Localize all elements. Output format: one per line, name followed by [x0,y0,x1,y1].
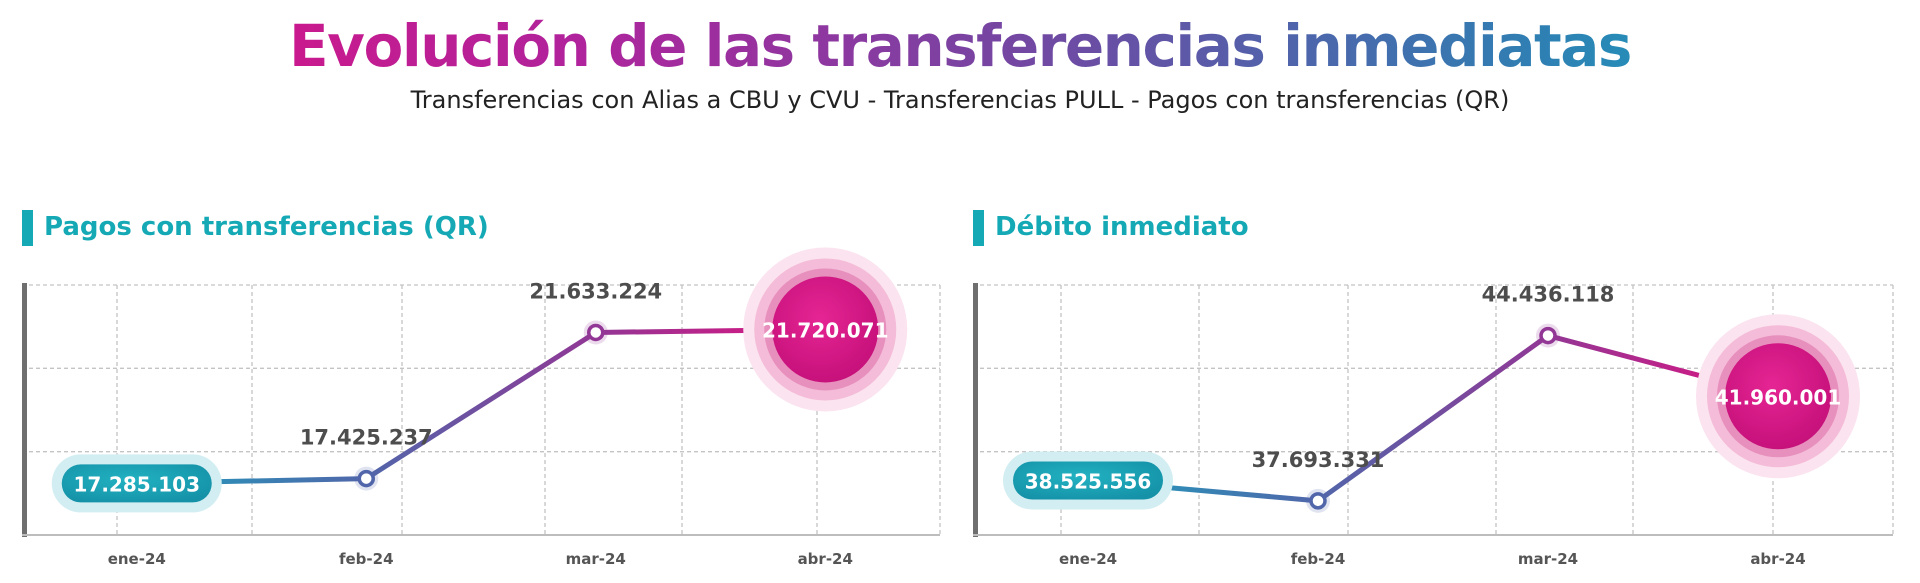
data-point [357,469,375,488]
highlight-pill-start: 17.285.103 [51,454,222,513]
data-point [1309,492,1327,510]
x-tick-label: feb-24 [1291,550,1346,568]
panel-accent-bar [22,210,33,246]
data-label: 17.425.237 [300,426,433,450]
data-point [1539,326,1557,345]
bubble-core [772,276,879,383]
y-axis-bar [973,283,978,537]
data-label: 17.285.103 [73,472,200,496]
panel-title-qr: Pagos con transferencias (QR) [44,212,489,242]
y-axis-bar [22,283,27,537]
series-line-segment [1315,333,1551,504]
highlight-bubble-end: 41.960.001 [1696,314,1860,479]
x-tick-label: ene-24 [1059,550,1117,568]
data-label: 21.720.071 [762,318,889,342]
data-label: 41.960.001 [1715,385,1842,409]
chart-qr: 17.285.103 ene-24 17.425.237 feb-24 21.633.2… [22,247,941,568]
x-tick-label: abr-24 [798,550,853,568]
x-tick-label: ene-24 [108,550,166,568]
data-label: 37.693.331 [1252,448,1385,472]
series-line-segment [363,329,599,482]
x-tick-label: mar-24 [1518,550,1578,568]
data-label: 38.525.556 [1025,469,1152,493]
x-tick-label: feb-24 [339,550,394,568]
bubble-core [1725,343,1831,450]
x-tick-label: abr-24 [1750,550,1805,568]
data-label: 21.633.224 [529,279,662,303]
pill-shape [1013,461,1163,500]
panel-title-debito: Débito inmediato [995,212,1249,242]
page-subtitle: Transferencias con Alias a CBU y CVU - T… [410,86,1510,114]
pill-shape [61,464,212,503]
chart-debito: 38.525.556 ene-24 37.693.331 feb-24 44.436.1… [973,283,1894,568]
x-tick-label: mar-24 [566,550,626,568]
data-label: 44.436.118 [1482,283,1615,307]
page-title: Evolución de las transferencias inmediat… [0,10,1920,82]
highlight-pill-start: 38.525.556 [1003,451,1173,510]
highlight-bubble-end: 21.720.071 [743,247,908,412]
panel-accent-bar [973,210,984,246]
data-point [587,323,605,342]
